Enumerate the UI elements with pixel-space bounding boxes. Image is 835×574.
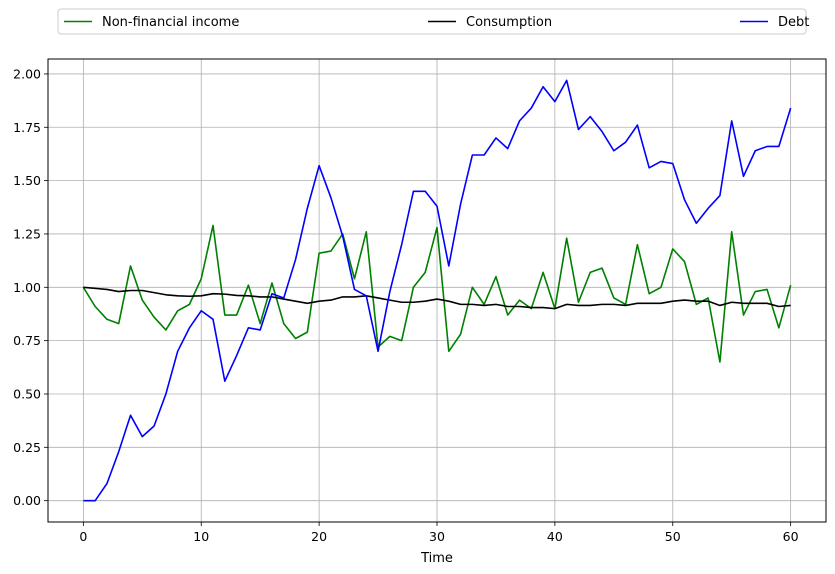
- y-tick-label: 1.50: [13, 173, 41, 188]
- legend-entry: Non-financial income: [64, 15, 239, 30]
- series-line-debt: [83, 79, 792, 502]
- x-tick-label: 30: [429, 529, 445, 544]
- x-axis-label: Time: [420, 551, 453, 566]
- legend-label: Debt: [778, 15, 809, 30]
- y-tick-label: 0.00: [13, 493, 41, 508]
- grid: [48, 59, 826, 522]
- series-lines: [82, 79, 792, 502]
- x-tick-label: 20: [311, 529, 327, 544]
- series-line-non-financial-income: [82, 224, 792, 363]
- x-tick-label: 60: [783, 529, 799, 544]
- legend-entry: Debt: [740, 15, 809, 30]
- axis-ticks: 0 10 20 30 40 50 60 0.00 0.25 0.50 0.75 1.00 1.25 1.5…: [13, 66, 798, 544]
- y-tick-label: 0.75: [13, 333, 41, 348]
- y-tick-label: 1.25: [13, 226, 41, 241]
- x-tick-label: 50: [665, 529, 681, 544]
- y-tick-label: 2.00: [13, 66, 41, 81]
- y-tick-label: 1.75: [13, 120, 41, 135]
- x-tick-label: 0: [79, 529, 87, 544]
- x-tick-label: 40: [547, 529, 563, 544]
- y-tick-label: 0.25: [13, 440, 41, 455]
- y-tick-label: 1.00: [13, 280, 41, 295]
- x-tick-label: 10: [193, 529, 209, 544]
- y-tick-label: 0.50: [13, 386, 41, 401]
- legend-entry: Consumption: [428, 15, 552, 30]
- legend: Non-financial income Consumption Debt: [57, 8, 809, 35]
- series-line-consumption: [83, 286, 791, 310]
- legend-label: Consumption: [466, 15, 552, 30]
- legend-label: Non-financial income: [102, 15, 239, 30]
